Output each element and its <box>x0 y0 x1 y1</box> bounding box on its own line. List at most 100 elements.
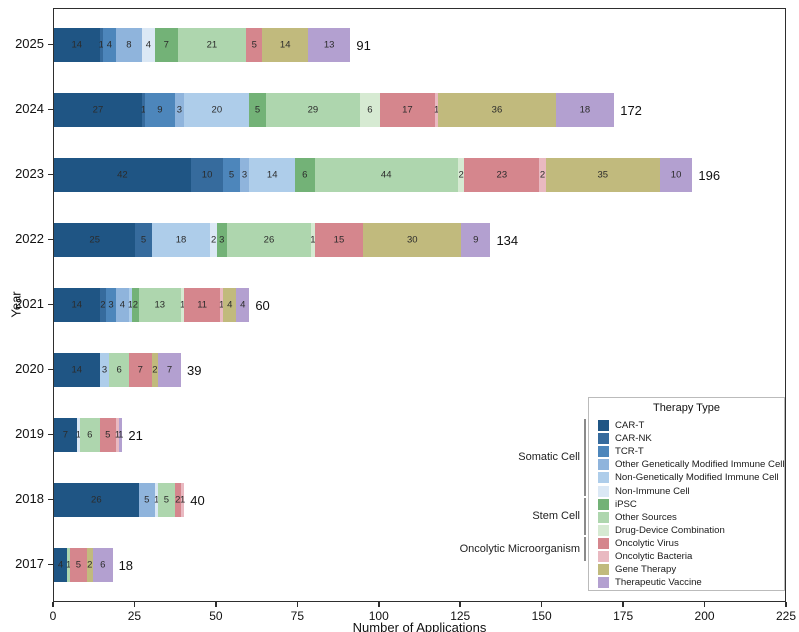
y-tick-label: 2023 <box>15 166 44 181</box>
y-tick-mark <box>48 303 53 305</box>
segment-value-label: 3 <box>101 364 108 376</box>
group-label: Oncolytic Microorganism <box>459 543 580 555</box>
bar-segment: 2 <box>457 158 465 192</box>
y-tick-mark <box>48 368 53 370</box>
segment-value-label: 7 <box>166 364 173 376</box>
segment-value-label: 6 <box>302 169 308 181</box>
segment-value-label: 4 <box>119 299 126 311</box>
y-tick-mark <box>48 563 53 565</box>
y-tick-mark <box>48 238 53 240</box>
x-tick-mark <box>459 602 461 607</box>
bar-segment: 1 <box>127 288 134 322</box>
bar-segment: 27 <box>54 93 142 127</box>
segment-value-label: 1 <box>98 39 104 51</box>
segment-value-label: 2 <box>175 494 181 506</box>
bar-segment: 4 <box>223 288 237 322</box>
segment-value-label: 7 <box>62 429 69 441</box>
segment-value-label: 23 <box>496 169 508 181</box>
legend-items: CAR-T CAR-NK TCR-T Other Genetically Modifi… <box>589 419 785 589</box>
segment-value-label: 1 <box>434 104 440 116</box>
segment-value-label: 1 <box>127 299 134 311</box>
legend-item: Non-Immune Cell <box>589 484 784 497</box>
y-tick-label: 2025 <box>15 36 44 51</box>
bar-segment: 14 <box>54 288 100 322</box>
segment-value-label: 4 <box>227 299 233 311</box>
bar-segment: 21 <box>177 28 247 62</box>
legend-item: TCR-T <box>589 445 784 458</box>
bar-segment: 5 <box>249 93 266 127</box>
bar-segment: 7 <box>128 353 152 387</box>
legend-swatch-icon <box>598 511 609 523</box>
segment-value-label: 6 <box>116 364 122 376</box>
legend-item: Gene Therapy <box>589 563 784 576</box>
bar-segment: 10 <box>190 158 224 192</box>
legend-swatch-icon <box>598 498 609 510</box>
bar-segment: 14 <box>54 28 100 62</box>
segment-value-label: 14 <box>71 364 83 376</box>
bar-segment: 2 <box>86 548 94 582</box>
bar-segment: 1 <box>65 548 72 582</box>
bar-segment: 5 <box>70 548 87 582</box>
x-tick-label: 150 <box>531 609 552 623</box>
bar-segment: 25 <box>54 223 136 257</box>
legend-item: Therapeutic Vaccine <box>589 576 784 589</box>
x-tick-label: 0 <box>49 609 57 623</box>
bar-segment: 11 <box>184 288 221 322</box>
bar-row-2024: 27 1 9 3 20 5 29 6 17 1 36 18 172 <box>54 93 642 127</box>
segment-value-label: 4 <box>240 299 246 311</box>
bar-segment: 1 <box>98 28 104 62</box>
bar-segment: 1 <box>180 288 185 322</box>
bar-segment: 1 <box>180 483 185 517</box>
bar-segment: 4 <box>141 28 155 62</box>
segment-value-label: 14 <box>266 169 278 181</box>
group-bracket-line <box>584 497 586 535</box>
segment-value-label: 4 <box>145 39 152 51</box>
legend-swatch-icon <box>598 537 609 549</box>
x-tick-mark <box>785 602 787 607</box>
segment-value-label: 4 <box>106 39 112 51</box>
legend-swatch-icon <box>598 577 609 589</box>
segment-value-label: 7 <box>163 39 169 51</box>
x-tick-label: 125 <box>450 609 471 623</box>
bar-segment: 2 <box>174 483 181 517</box>
segment-value-label: 14 <box>279 39 291 51</box>
x-tick-label: 25 <box>127 609 142 623</box>
x-tick-mark <box>622 602 624 607</box>
segment-value-label: 14 <box>71 39 83 51</box>
segment-value-label: 5 <box>163 494 170 506</box>
bar-row-2020: 14 3 6 7 2 7 39 <box>54 353 201 387</box>
legend-swatch-icon <box>598 472 609 484</box>
x-tick-mark <box>296 602 299 607</box>
segment-value-label: 44 <box>380 169 392 181</box>
bar-total-label: 18 <box>118 557 134 573</box>
segment-value-label: 3 <box>176 104 183 116</box>
legend-item-label: CAR-NK <box>615 433 652 445</box>
legend-item-label: Other Genetically Modified Immune Cell <box>615 459 785 471</box>
segment-value-label: 35 <box>597 169 609 181</box>
y-tick-mark <box>48 108 53 110</box>
bar-segment: 2 <box>210 223 217 257</box>
bar-segment: 4 <box>54 548 68 582</box>
segment-value-label: 26 <box>91 494 102 506</box>
segment-value-label: 7 <box>137 364 143 376</box>
bar-row-2025: 14 1 4 8 4 7 21 5 14 13 91 <box>54 28 371 62</box>
bar-segment: 18 <box>555 93 615 127</box>
segment-value-label: 2 <box>100 299 106 311</box>
bar-row-2018: 26 5 1 5 2 1 40 <box>54 483 205 517</box>
bar-segment: 3 <box>174 93 185 127</box>
legend-swatch-icon <box>598 564 609 576</box>
bar-segment: 1 <box>219 288 224 322</box>
segment-value-label: 1 <box>118 429 124 441</box>
segment-value-label: 21 <box>206 39 218 51</box>
legend-item-label: Non-Genetically Modified Immune Cell <box>615 472 779 484</box>
bar-segment: 9 <box>461 223 491 257</box>
segment-value-label: 2 <box>152 364 158 376</box>
bar-segment: 5 <box>99 418 116 452</box>
legend-swatch-icon <box>598 446 609 458</box>
segment-value-label: 10 <box>201 169 213 181</box>
segment-value-label: 1 <box>65 559 72 571</box>
segment-value-label: 4 <box>57 559 64 571</box>
legend-box: Therapy Type CAR-T CAR-NK TCR-T Other Genet… <box>588 397 785 591</box>
segment-value-label: 29 <box>307 104 319 116</box>
